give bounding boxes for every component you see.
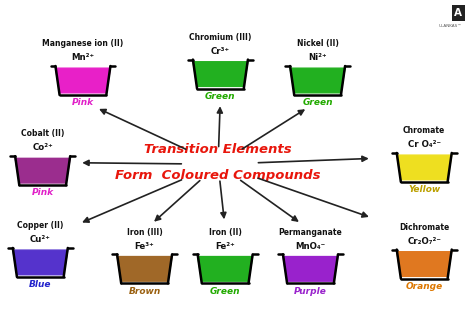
Text: Dichromate: Dichromate (399, 223, 449, 232)
Polygon shape (397, 252, 452, 276)
Polygon shape (117, 257, 172, 281)
Text: Permanganate: Permanganate (279, 228, 342, 237)
Text: Yellow: Yellow (408, 185, 440, 194)
Text: Green: Green (205, 92, 236, 101)
Text: Green: Green (210, 287, 240, 296)
Text: Fe³⁺: Fe³⁺ (135, 242, 155, 251)
Text: Blue: Blue (29, 280, 52, 289)
Text: Chromium (III): Chromium (III) (189, 33, 252, 42)
Text: Pink: Pink (72, 98, 94, 107)
Text: ULANKAS™: ULANKAS™ (439, 24, 462, 28)
Text: Manganese ion (II): Manganese ion (II) (42, 39, 124, 48)
Text: Iron (III): Iron (III) (127, 228, 163, 237)
Text: Chromate: Chromate (403, 126, 446, 135)
Text: Cu²⁺: Cu²⁺ (30, 235, 51, 244)
Polygon shape (290, 68, 345, 93)
Polygon shape (193, 62, 248, 86)
Text: Iron (II): Iron (II) (209, 228, 242, 237)
Text: Cr O₄²⁻: Cr O₄²⁻ (408, 140, 441, 149)
Polygon shape (283, 257, 338, 281)
Text: Green: Green (302, 98, 333, 107)
Polygon shape (397, 155, 452, 180)
Text: Mn²⁺: Mn²⁺ (72, 53, 94, 62)
Polygon shape (198, 257, 253, 281)
Text: Form  Coloured Compounds: Form Coloured Compounds (115, 169, 321, 182)
Text: Copper (II): Copper (II) (17, 221, 64, 230)
Text: Nickel (II): Nickel (II) (297, 39, 338, 48)
Text: Fe²⁺: Fe²⁺ (215, 242, 235, 251)
Text: A: A (454, 8, 462, 18)
Polygon shape (15, 158, 70, 183)
Text: Orange: Orange (406, 282, 443, 291)
Text: Brown: Brown (128, 287, 161, 296)
Text: Co²⁺: Co²⁺ (32, 143, 53, 152)
Text: MnO₄⁻: MnO₄⁻ (295, 242, 326, 251)
Text: Cobalt (II): Cobalt (II) (21, 129, 64, 138)
Text: Cr₂O₇²⁻: Cr₂O₇²⁻ (407, 237, 441, 246)
Text: Purple: Purple (294, 287, 327, 296)
Polygon shape (13, 250, 68, 275)
Text: Cr³⁺: Cr³⁺ (211, 47, 230, 56)
Text: Transition Elements: Transition Elements (144, 143, 292, 156)
Text: Pink: Pink (32, 188, 54, 197)
Polygon shape (55, 68, 110, 93)
Text: Ni²⁺: Ni²⁺ (308, 53, 327, 62)
